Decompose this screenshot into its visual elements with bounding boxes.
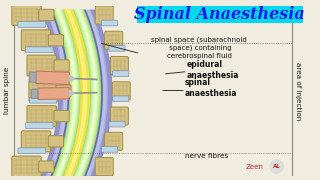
FancyBboxPatch shape <box>39 9 54 21</box>
Polygon shape <box>0 6 303 176</box>
Text: nerve fibres: nerve fibres <box>185 153 228 159</box>
Polygon shape <box>63 10 82 176</box>
FancyBboxPatch shape <box>48 35 63 46</box>
Polygon shape <box>59 10 77 176</box>
Polygon shape <box>74 10 92 176</box>
Text: AL: AL <box>273 164 281 169</box>
Polygon shape <box>66 10 84 176</box>
FancyBboxPatch shape <box>101 147 117 152</box>
Circle shape <box>270 160 283 173</box>
Polygon shape <box>51 10 70 176</box>
Polygon shape <box>76 10 94 176</box>
FancyBboxPatch shape <box>54 110 69 122</box>
FancyBboxPatch shape <box>48 136 63 147</box>
FancyBboxPatch shape <box>12 4 41 25</box>
Polygon shape <box>38 87 69 99</box>
Text: spinal
anaesthesia: spinal anaesthesia <box>185 78 237 98</box>
Polygon shape <box>84 10 102 176</box>
Text: epidural
anaesthesia: epidural anaesthesia <box>187 60 239 80</box>
Polygon shape <box>72 10 90 176</box>
FancyBboxPatch shape <box>112 82 130 100</box>
Polygon shape <box>85 10 107 176</box>
FancyBboxPatch shape <box>105 132 123 150</box>
Polygon shape <box>58 10 76 176</box>
FancyBboxPatch shape <box>12 156 41 177</box>
Polygon shape <box>60 10 78 176</box>
Polygon shape <box>55 10 73 176</box>
Polygon shape <box>77 10 95 176</box>
Polygon shape <box>79 10 97 176</box>
FancyBboxPatch shape <box>113 71 129 76</box>
FancyBboxPatch shape <box>54 60 69 71</box>
Polygon shape <box>71 10 89 176</box>
Text: Zeen: Zeen <box>245 164 263 170</box>
FancyBboxPatch shape <box>110 107 128 125</box>
Polygon shape <box>69 10 86 176</box>
Polygon shape <box>57 10 75 176</box>
FancyBboxPatch shape <box>137 6 303 22</box>
FancyBboxPatch shape <box>21 131 51 152</box>
Polygon shape <box>80 10 98 176</box>
Polygon shape <box>70 10 88 176</box>
FancyBboxPatch shape <box>109 121 125 127</box>
FancyBboxPatch shape <box>101 20 117 26</box>
Polygon shape <box>64 10 89 176</box>
FancyBboxPatch shape <box>109 46 125 51</box>
FancyBboxPatch shape <box>95 6 113 24</box>
Text: area of injection: area of injection <box>294 62 300 120</box>
FancyBboxPatch shape <box>27 55 56 76</box>
Polygon shape <box>62 10 80 176</box>
FancyBboxPatch shape <box>29 80 58 101</box>
FancyBboxPatch shape <box>21 30 51 51</box>
FancyBboxPatch shape <box>29 97 57 103</box>
Polygon shape <box>53 10 71 176</box>
FancyBboxPatch shape <box>113 96 129 102</box>
FancyBboxPatch shape <box>105 31 123 49</box>
FancyBboxPatch shape <box>110 57 128 75</box>
Polygon shape <box>69 10 87 176</box>
FancyBboxPatch shape <box>26 47 53 53</box>
Polygon shape <box>69 75 75 82</box>
Text: spinal space (subarachnoid
 space) containing
cerebrospinal fluid: spinal space (subarachnoid space) contai… <box>151 37 247 59</box>
Polygon shape <box>71 10 89 176</box>
FancyBboxPatch shape <box>39 161 54 172</box>
Polygon shape <box>36 71 69 85</box>
Polygon shape <box>78 10 96 176</box>
Polygon shape <box>70 10 87 176</box>
FancyBboxPatch shape <box>29 72 57 78</box>
Polygon shape <box>54 10 72 176</box>
FancyBboxPatch shape <box>56 85 71 96</box>
Polygon shape <box>90 10 112 176</box>
Polygon shape <box>66 10 83 176</box>
FancyBboxPatch shape <box>95 158 113 176</box>
Polygon shape <box>42 10 63 176</box>
Polygon shape <box>68 10 85 176</box>
Polygon shape <box>61 10 79 176</box>
Polygon shape <box>82 10 100 176</box>
FancyBboxPatch shape <box>27 106 56 127</box>
Polygon shape <box>56 10 74 176</box>
Polygon shape <box>73 10 91 176</box>
Polygon shape <box>75 10 93 176</box>
Polygon shape <box>67 10 84 176</box>
Polygon shape <box>81 10 100 176</box>
Text: lumbar spine: lumbar spine <box>4 67 10 114</box>
Polygon shape <box>68 10 86 176</box>
FancyBboxPatch shape <box>18 148 45 154</box>
Polygon shape <box>46 10 68 176</box>
FancyBboxPatch shape <box>26 123 53 128</box>
Polygon shape <box>29 72 36 82</box>
Polygon shape <box>31 89 38 98</box>
Text: Spinal Anaesthesia: Spinal Anaesthesia <box>134 6 305 22</box>
FancyBboxPatch shape <box>18 22 45 27</box>
Polygon shape <box>67 10 85 176</box>
Polygon shape <box>65 10 83 176</box>
Polygon shape <box>69 90 75 96</box>
Polygon shape <box>64 10 82 176</box>
